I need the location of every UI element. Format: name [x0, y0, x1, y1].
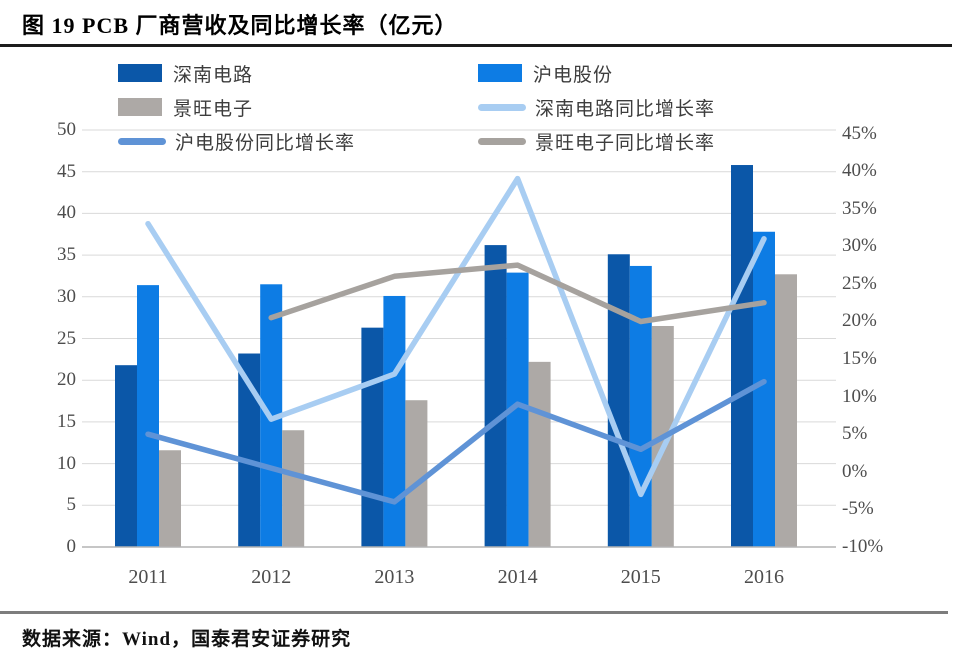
legend-label: 深南电路同比增长率 [535, 98, 716, 120]
legend-label: 景旺电子同比增长率 [535, 132, 716, 154]
y-axis-right-tick-0%: 0% [842, 460, 868, 482]
chart-legend: 深南电路 沪电股份景旺电子 深南电路同比增长率沪电股份同比增长率 景旺电子同比增长率 [118, 56, 868, 158]
bar-沪电股份-2016 [753, 231, 775, 548]
x-axis-year-2012: 2012 [251, 566, 292, 588]
x-axis-year-2013: 2013 [374, 566, 415, 588]
y-axis-left-tick-45: 45 [57, 160, 76, 182]
page-title: 图 19 PCB 厂商营收及同比增长率（亿元） [22, 13, 458, 38]
y-axis-right-tick-15%: 15% [842, 348, 877, 370]
bar-深南电路-2015 [607, 254, 630, 548]
legend-bar-swatch-icon [118, 64, 162, 82]
y-axis-left-tick-25: 25 [57, 327, 76, 349]
x-axis-year-2016: 2016 [744, 566, 784, 588]
y-axis-left-tick-50: 50 [57, 119, 76, 140]
legend-item-景旺电子: 景旺电子 [118, 94, 478, 121]
footer-rule [0, 611, 948, 614]
growth-line-深南电路同比增长率 [145, 175, 767, 498]
y-axis-left-tick-30: 30 [57, 285, 76, 307]
growth-line-沪电股份同比增长率 [145, 378, 767, 505]
x-axis-year-2011: 2011 [128, 566, 168, 588]
y-axis-left-tick-20: 20 [57, 369, 76, 391]
y-axis-left-tick-5: 5 [66, 494, 77, 516]
bar-沪电股份-2014 [506, 272, 529, 547]
legend-bar-swatch-icon [478, 64, 522, 82]
bar-景旺电子-2014 [528, 361, 551, 547]
bar-深南电路-2013 [361, 327, 384, 547]
legend-item-沪电股份: 沪电股份 [478, 60, 868, 87]
title-rule [0, 44, 952, 47]
bar-深南电路-2016 [731, 165, 753, 547]
legend-bar-swatch-icon [118, 98, 162, 116]
y-axis-left-tick-15: 15 [57, 410, 76, 432]
growth-line-景旺电子同比增长率 [268, 262, 767, 325]
legend-item-深南电路同比增长率: 深南电路同比增长率 [478, 94, 868, 121]
y-axis-right-tick--5%: -5% [842, 498, 874, 520]
y-axis-left-tick-10: 10 [57, 452, 76, 474]
legend-line-swatch-icon [478, 103, 526, 111]
bar-景旺电子-2011 [159, 450, 181, 547]
source-line: 数据来源：Wind，国泰君安证券研究 [22, 629, 352, 650]
y-axis-right-tick-25%: 25% [842, 272, 877, 294]
y-axis-right-tick-30%: 30% [842, 235, 877, 257]
legend-item-沪电股份同比增长率: 沪电股份同比增长率 [118, 128, 478, 155]
y-axis-right-tick-35%: 35% [842, 197, 877, 219]
legend-item-深南电路: 深南电路 [118, 60, 478, 87]
x-axis-year-2014: 2014 [497, 566, 538, 588]
legend-line-swatch-icon [118, 137, 166, 145]
bar-深南电路-2012 [238, 353, 261, 547]
bar-沪电股份-2011 [137, 285, 159, 547]
bar-深南电路-2014 [484, 245, 507, 548]
bar-景旺电子-2013 [405, 400, 428, 547]
legend-label: 沪电股份 [533, 64, 614, 86]
y-axis-left-tick-0: 0 [66, 536, 77, 557]
y-axis-left-tick-35: 35 [57, 244, 76, 266]
bar-景旺电子-2012 [282, 430, 305, 547]
legend-label: 沪电股份同比增长率 [175, 132, 356, 154]
legend-label: 深南电路 [173, 64, 254, 86]
y-axis-left-tick-40: 40 [57, 202, 76, 224]
bar-沪电股份-2013 [383, 295, 406, 547]
y-axis-right-tick-5%: 5% [842, 423, 868, 445]
bar-沪电股份-2015 [629, 265, 652, 547]
y-axis-right-tick-10%: 10% [842, 385, 877, 407]
legend-label: 景旺电子 [173, 98, 254, 120]
y-axis-right-tick-20%: 20% [842, 310, 877, 332]
legend-line-swatch-icon [478, 137, 526, 145]
y-axis-right-tick-40%: 40% [842, 160, 877, 182]
bar-深南电路-2011 [115, 365, 137, 547]
y-axis-right-tick--10%: -10% [842, 536, 884, 557]
y-axis-right-tick-45%: 45% [842, 122, 877, 144]
x-axis-year-2015: 2015 [620, 566, 661, 588]
legend-item-景旺电子同比增长率: 景旺电子同比增长率 [478, 128, 868, 155]
bar-景旺电子-2016 [775, 274, 797, 547]
